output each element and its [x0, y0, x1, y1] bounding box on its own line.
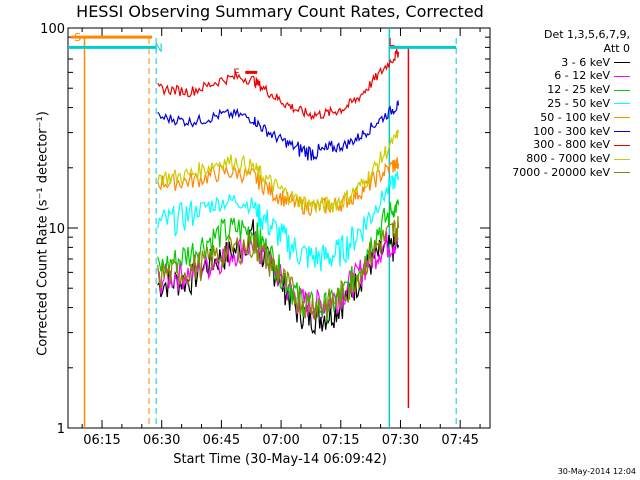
annotation-l: L [388, 36, 395, 49]
legend-entry: 300 - 800 keV [512, 138, 630, 152]
legend-label: 100 - 300 keV [533, 124, 610, 138]
legend-swatch [614, 144, 630, 146]
legend: Det 1,3,5,6,7,9, Att 0 3 - 6 keV 6 - 12 k… [512, 28, 630, 180]
series-line-7 [157, 129, 400, 214]
legend-label: 6 - 12 keV [554, 69, 610, 83]
series-line-3 [157, 171, 400, 272]
annotation-n: N [155, 41, 163, 54]
x-tick-label: 06:30 [143, 433, 180, 448]
legend-swatch [614, 158, 630, 160]
legend-label: 3 - 6 keV [561, 55, 610, 69]
legend-label: 12 - 25 keV [547, 83, 610, 97]
series-line-4 [157, 157, 400, 217]
legend-header-2: Att 0 [603, 41, 630, 55]
series-line-1 [157, 230, 399, 319]
x-tick-label: 07:45 [441, 433, 478, 448]
legend-entry: 7000 - 20000 keV [512, 166, 630, 180]
annotation-s: S [74, 31, 81, 44]
annotation-f: F [233, 66, 239, 79]
legend-swatch [614, 172, 630, 174]
series-line-2 [157, 199, 400, 323]
x-tick-label: 06:15 [83, 433, 120, 448]
legend-swatch [614, 117, 630, 119]
x-axis-label: Start Time (30-May-14 06:09:42) [173, 452, 387, 467]
legend-entry: 3 - 6 keV [512, 56, 630, 70]
y-axis-label: Corrected Count Rate (s⁻¹ detector⁻¹) [35, 111, 51, 356]
y-tick-label: 1 [57, 422, 65, 437]
legend-label: 50 - 100 keV [540, 110, 610, 124]
legend-entry: 800 - 7000 keV [512, 152, 630, 166]
x-tick-label: 07:30 [382, 433, 419, 448]
x-tick-label: 07:15 [322, 433, 359, 448]
legend-entry: 100 - 300 keV [512, 125, 630, 139]
legend-label: 800 - 7000 keV [526, 152, 610, 166]
legend-label: 7000 - 20000 keV [512, 165, 610, 179]
legend-swatch [614, 103, 630, 105]
legend-swatch [614, 61, 630, 63]
series-line-5 [157, 99, 400, 161]
legend-entry: 25 - 50 keV [512, 97, 630, 111]
legend-entry: 50 - 100 keV [512, 111, 630, 125]
series-line-6 [157, 48, 400, 121]
legend-label: 25 - 50 keV [547, 96, 610, 110]
legend-swatch [614, 75, 630, 77]
legend-label: 300 - 800 keV [533, 138, 610, 152]
chart-title: HESSI Observing Summary Count Rates, Cor… [76, 2, 484, 21]
x-tick-label: 07:00 [262, 433, 299, 448]
legend-swatch [614, 89, 630, 91]
legend-entry: 12 - 25 keV [512, 83, 630, 97]
x-tick-label: 06:45 [203, 433, 240, 448]
series-line-8 [157, 216, 400, 321]
y-tick-label: 100 [40, 22, 65, 37]
y-tick-label: 10 [48, 222, 65, 237]
legend-header-1: Det 1,3,5,6,7,9, [543, 28, 630, 41]
legend-swatch [614, 130, 630, 132]
legend-entry: 6 - 12 keV [512, 69, 630, 83]
timestamp: 30-May-2014 12:04 [557, 467, 636, 476]
